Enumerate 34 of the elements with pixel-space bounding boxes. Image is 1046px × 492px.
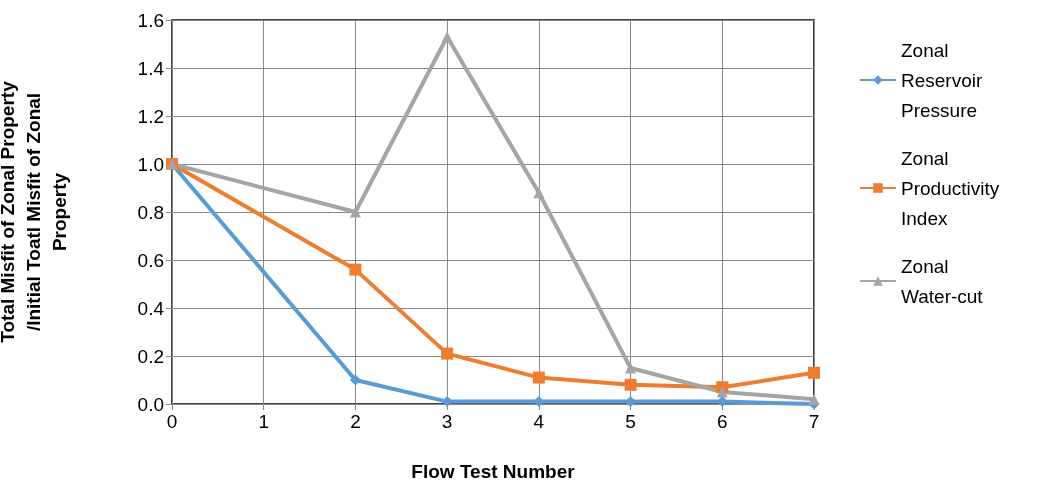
point (349, 263, 362, 276)
x-tick-label: 0 (166, 411, 178, 432)
point (349, 206, 361, 218)
x-tick-label: 6 (717, 411, 728, 432)
legend-label: Zonal Reservoir Pressure (901, 39, 988, 121)
y-tick-label: 0.4 (137, 297, 165, 319)
y-axis-title: Total Misfit of Zonal Property /Initial Toatl Misfit of Zonal Property (0, 80, 70, 343)
point (808, 393, 820, 405)
point (624, 378, 637, 391)
x-tick-label: 4 (533, 411, 545, 432)
point (441, 347, 454, 360)
y-tick-label: 1.6 (137, 9, 164, 31)
y-tick-label: 1.2 (137, 105, 164, 127)
x-tick-label: 3 (441, 411, 453, 432)
x-tick-label: 7 (808, 411, 820, 432)
point (349, 374, 361, 386)
x-tick-label: 5 (625, 411, 636, 432)
legend-label: Zonal Water-cut (901, 255, 984, 307)
y-tick-label: 0.8 (137, 201, 164, 223)
y-tick-label: 0.6 (137, 249, 164, 271)
y-tick-label: 1.0 (137, 153, 164, 175)
y-tick-label: 1.4 (137, 57, 165, 79)
x-tick-label: 1 (258, 411, 269, 432)
legend-label: Zonal Productivity Index (901, 147, 1005, 229)
x-tick-label: 2 (350, 411, 361, 432)
x-axis-title: Flow Test Number (411, 461, 576, 482)
point (441, 31, 453, 43)
point (625, 362, 637, 374)
point (716, 386, 728, 398)
y-tick-label: 0.2 (137, 345, 164, 367)
y-tick-label: 0.0 (137, 393, 164, 415)
point (533, 187, 545, 199)
point (532, 371, 545, 384)
point (808, 366, 820, 379)
